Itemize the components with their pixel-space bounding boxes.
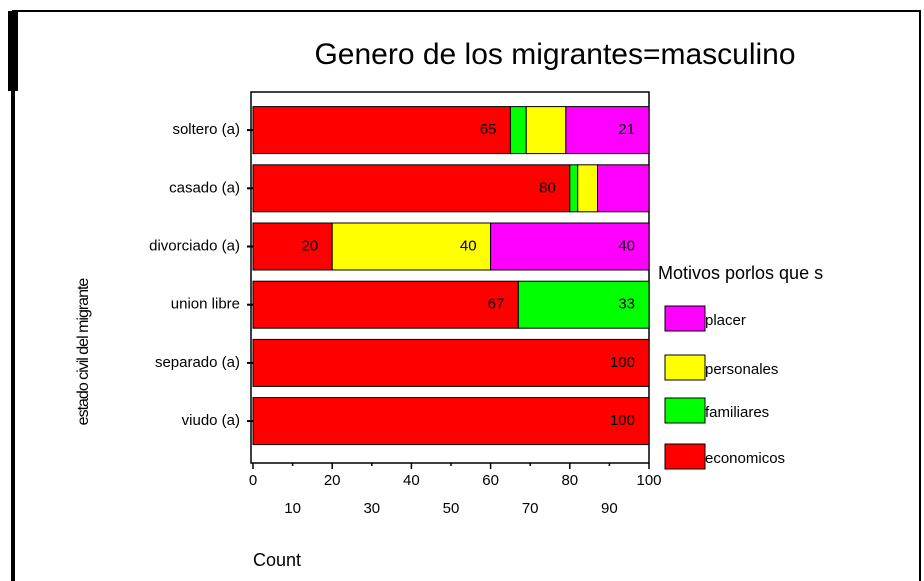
legend-swatch [664, 443, 706, 470]
x-tick-label: 10 [284, 500, 301, 517]
bar-segment [569, 164, 579, 213]
bar-segment [525, 106, 567, 155]
data-label: 65 [480, 121, 497, 138]
legend-swatch [664, 354, 706, 381]
legend-title: Motivos porlos que s [658, 263, 823, 283]
bar-segment [565, 106, 650, 155]
legend-label: familiares [705, 404, 769, 421]
data-label: 67 [488, 296, 505, 313]
x-tick-label: 80 [561, 472, 578, 489]
bar-segment [517, 280, 650, 329]
x-tick-label: 70 [522, 500, 539, 517]
data-label: 40 [618, 237, 635, 254]
x-tick-label: 50 [443, 500, 460, 517]
legend-label: placer [705, 312, 746, 329]
x-axis-label: Count [253, 550, 301, 570]
x-tick-label: 90 [601, 500, 618, 517]
legend-label: economicos [705, 450, 785, 467]
bar-segment [252, 222, 333, 271]
bar-segment [252, 164, 571, 213]
data-label: 33 [618, 296, 635, 313]
legend-swatch [664, 305, 706, 332]
data-label: 100 [610, 412, 635, 429]
y-tick-label: viudo (a) [182, 412, 240, 429]
y-tick-label: union libre [171, 296, 240, 313]
bar-segment [252, 106, 511, 155]
x-tick-label: 20 [324, 472, 341, 489]
legend-swatch [664, 397, 706, 424]
y-axis-label: estado civil del migrante [75, 278, 92, 426]
x-tick-label: 100 [636, 472, 661, 489]
y-tick-label: casado (a) [169, 179, 240, 196]
bar-segment [509, 106, 527, 155]
x-tick-label: 0 [249, 472, 257, 489]
legend-label: personales [705, 361, 778, 378]
y-tick-label: divorciado (a) [149, 237, 240, 254]
bar-segment [597, 164, 650, 213]
chart-title: Genero de los migrantes=masculino [314, 38, 795, 71]
y-tick-label: separado (a) [155, 354, 240, 371]
y-tick-label: soltero (a) [172, 121, 240, 138]
data-label: 80 [539, 179, 556, 196]
x-tick-label: 30 [363, 500, 380, 517]
bar-segment [252, 397, 650, 446]
data-label: 21 [618, 121, 635, 138]
data-label: 20 [302, 237, 319, 254]
data-label: 100 [610, 354, 635, 371]
x-tick-label: 60 [482, 472, 499, 489]
bar-segment [252, 280, 519, 329]
bar-segment [577, 164, 599, 213]
bar-segment [331, 222, 492, 271]
bar-segment [252, 338, 650, 387]
x-tick-label: 40 [403, 472, 420, 489]
bar-segment [490, 222, 650, 271]
data-label: 40 [460, 237, 477, 254]
